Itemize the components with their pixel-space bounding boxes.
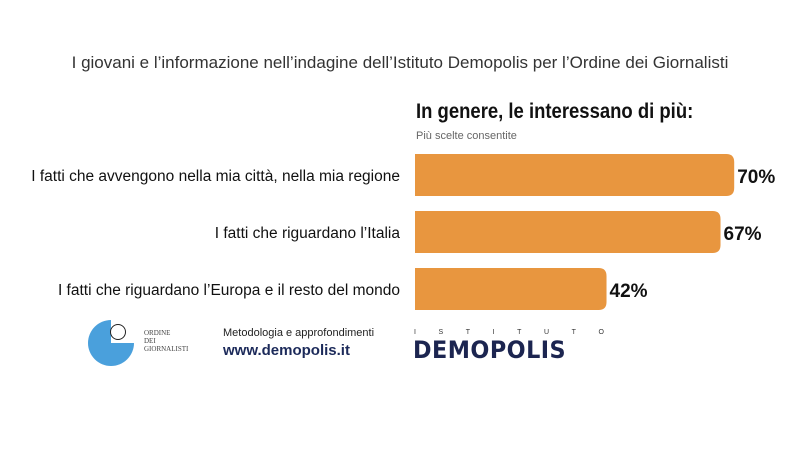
website-link[interactable]: www.demopolis.it — [223, 342, 350, 359]
bar — [415, 268, 607, 310]
logo-letter: U — [544, 329, 550, 336]
demopolis-logo: DEMOPOLIS — [413, 336, 567, 364]
bar — [415, 154, 735, 196]
logo-letter: S — [438, 329, 444, 336]
category-label: I fatti che riguardano l’Italia — [215, 225, 401, 242]
data-label: 70% — [737, 167, 775, 188]
category-label: I fatti che avvengono nella mia città, n… — [31, 168, 400, 185]
chart-subtitle: Più scelte consentite — [416, 130, 517, 142]
demopolis-logo-istituto: I S T I T U T O — [414, 329, 604, 336]
odg-logo-ring — [110, 324, 126, 340]
category-label: I fatti che riguardano l’Europa e il res… — [58, 282, 400, 299]
logo-letter: I — [414, 329, 416, 336]
odg-text-line: ORDINE — [144, 329, 171, 337]
ordine-giornalisti-logo: ORDINE DEI GIORNALISTI — [88, 320, 228, 366]
methodology-label: Metodologia e approfondimenti — [223, 327, 375, 339]
page-title: I giovani e l’informazione nell’indagine… — [71, 53, 729, 72]
odg-logo-text: ORDINE DEI GIORNALISTI — [144, 329, 188, 353]
chart-title: In genere, le interessano di più: — [416, 100, 694, 123]
logo-letter: T — [517, 329, 522, 336]
logo-letter: I — [492, 329, 495, 336]
bar — [415, 211, 721, 253]
data-label: 42% — [610, 281, 648, 302]
logo-letter: T — [571, 329, 576, 336]
logo-letter: O — [598, 329, 604, 336]
odg-text-line: GIORNALISTI — [144, 345, 189, 353]
logo-letter: T — [465, 329, 471, 336]
odg-text-line: DEI — [144, 337, 156, 345]
data-label: 67% — [724, 224, 762, 245]
